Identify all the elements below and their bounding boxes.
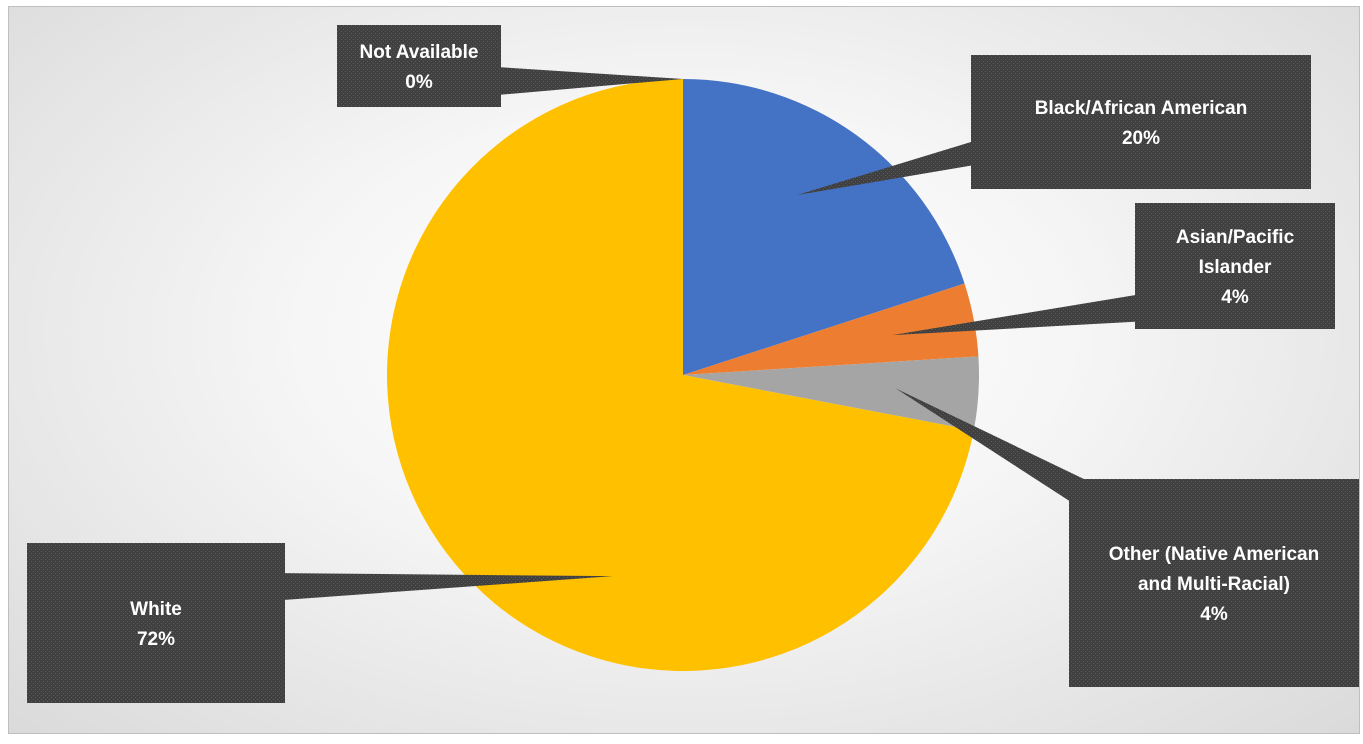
data-label-percent: 72% bbox=[137, 629, 175, 650]
pie-slice bbox=[683, 79, 965, 375]
data-label-category: Black/African American bbox=[1035, 98, 1248, 119]
pie-slice bbox=[386, 79, 974, 671]
data-label-percent: 4% bbox=[1200, 604, 1228, 625]
chart-area: Black/African American 20% Asian/Pacific Is… bbox=[8, 6, 1360, 734]
data-label-callout: Other (Native American and Multi-Racial) 4… bbox=[895, 388, 1359, 687]
data-label-callout: Black/African American 20% bbox=[797, 55, 1311, 196]
data-label-callout: Not Available 0% bbox=[337, 25, 683, 107]
data-label-percent: 20% bbox=[1122, 128, 1160, 149]
callout-pointer bbox=[496, 67, 683, 95]
data-label-category: Asian/Pacific bbox=[1176, 227, 1295, 248]
pie-slice bbox=[683, 283, 979, 375]
data-label-category: White bbox=[130, 599, 182, 620]
pie-chart: Black/African American 20% Asian/Pacific Is… bbox=[27, 25, 1359, 703]
data-label-category: Other (Native American bbox=[1109, 544, 1319, 565]
pie-slice bbox=[683, 356, 980, 431]
data-label-percent: 0% bbox=[405, 72, 433, 93]
callout-box bbox=[27, 543, 285, 703]
callout-box bbox=[1069, 479, 1359, 687]
callout-box bbox=[1135, 203, 1335, 329]
callout-box bbox=[337, 25, 501, 107]
callout-box bbox=[971, 55, 1311, 189]
data-label-category: and Multi-Racial) bbox=[1138, 574, 1290, 595]
data-label-percent: 4% bbox=[1221, 287, 1249, 308]
data-label-category: Islander bbox=[1199, 257, 1272, 278]
data-label-callout: White 72% bbox=[27, 543, 613, 703]
callout-pointer bbox=[268, 573, 613, 601]
data-label-callout: Asian/Pacific Islander 4% bbox=[892, 203, 1335, 336]
callout-pointer bbox=[895, 388, 1096, 510]
callout-pointer bbox=[797, 131, 1013, 196]
data-label-category: Not Available bbox=[360, 42, 479, 63]
callout-pointer bbox=[892, 293, 1151, 336]
